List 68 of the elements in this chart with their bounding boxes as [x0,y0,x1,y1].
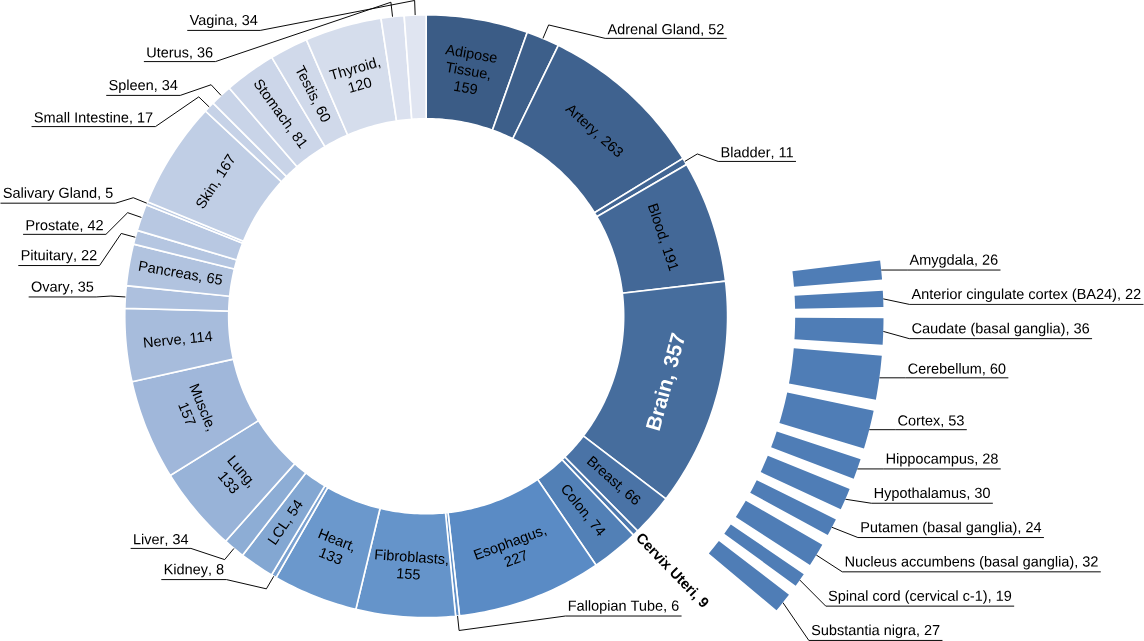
data-label: , 22 [74,250,97,263]
data-label: , 5 [98,187,113,200]
slice-label: Fibroblasts [375,549,445,565]
slice-label: Liver [134,533,165,545]
data-label: , 66 [617,489,641,505]
data-label: , 17 [130,112,153,125]
data-label: , 53 [941,415,964,428]
data-label: , 28 [975,453,998,466]
data-label: , 60 [310,102,331,122]
slice-label: Adrenal Gland [607,23,700,35]
data-label: , 36 [190,47,213,60]
category-label: Anterior cingulate cortex (BA24) [911,288,1117,303]
data-label: , 11 [771,147,793,160]
slice-label: Pancreas [138,260,199,281]
category-label: Putamen (basal ganglia) [861,521,1017,536]
category-label: Cortex [898,415,941,426]
slice-label: Brain [645,380,673,431]
data-label: , 74 [583,518,606,536]
data-label: , 60 [983,363,1006,376]
data-label: , 32 [1075,556,1098,569]
category-label: Nucleus accumbens (basal ganglia) [845,556,1074,570]
data-label: , 26 [975,254,998,267]
data-label: , 42 [80,220,103,233]
category-label: Amygdala [909,254,974,268]
data-label: , 6 [664,600,679,613]
slice-label: Uterus [147,47,189,58]
data-label: , 8 [209,564,224,577]
slice-label: Spleen [109,79,153,94]
slice-label: Vagina [189,14,234,29]
data-label: , 81 [285,130,307,149]
data-label: , 357 [663,332,685,381]
data-label: , 65 [198,273,223,285]
category-label: Substantia nigra [811,624,916,639]
slice-label: Fallopian Tube [568,600,663,614]
slice-label: Thyroid [328,57,377,80]
category-label: Hypothalamus [874,487,966,501]
data-label: , 19 [988,590,1012,603]
data-label: , 159 [453,77,490,95]
slice-label: Kidney [164,563,208,578]
data-label: , 36 [1066,323,1090,336]
slice-label: Blood [647,203,669,240]
category-label: Spinal cord (cervical c-1) [828,590,987,604]
data-label: , 263 [593,135,623,157]
data-label: , 34 [234,14,258,27]
slice-label: Testis [296,64,318,101]
data-label: , 24 [1018,522,1042,535]
data-label: , 54 [287,499,303,524]
data-label: , 34 [165,534,189,547]
data-label: , 114 [183,331,213,346]
slice-label: LCL [267,522,290,545]
data-label: , 22 [1118,288,1141,301]
slice-label: Pituitary [21,249,73,264]
data-label: , 9 [690,596,709,607]
data-label: , 35 [70,281,94,294]
slice-label: Prostate [26,220,79,231]
category-label: Caudate (basal ganglia) [912,322,1065,337]
data-label: , 30 [967,487,990,500]
data-label: , 34 [155,79,178,92]
slice-label: Nerve [143,336,181,348]
slice-label: Small Intestine [34,111,129,123]
data-label: , 52 [701,24,724,37]
slice-label: Salivary Gland [3,187,97,201]
category-label: Cerebellum [908,363,981,374]
category-label: Hippocampus [886,453,974,467]
slice-label: Ovary [31,281,70,295]
data-label: , 191 [657,241,679,272]
slice-label: Bladder [721,146,771,158]
data-label: , 27 [917,625,940,637]
